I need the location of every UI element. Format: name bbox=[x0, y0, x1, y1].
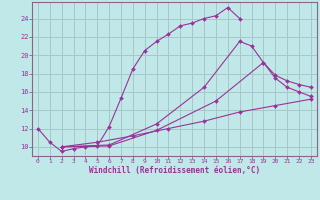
X-axis label: Windchill (Refroidissement éolien,°C): Windchill (Refroidissement éolien,°C) bbox=[89, 166, 260, 175]
